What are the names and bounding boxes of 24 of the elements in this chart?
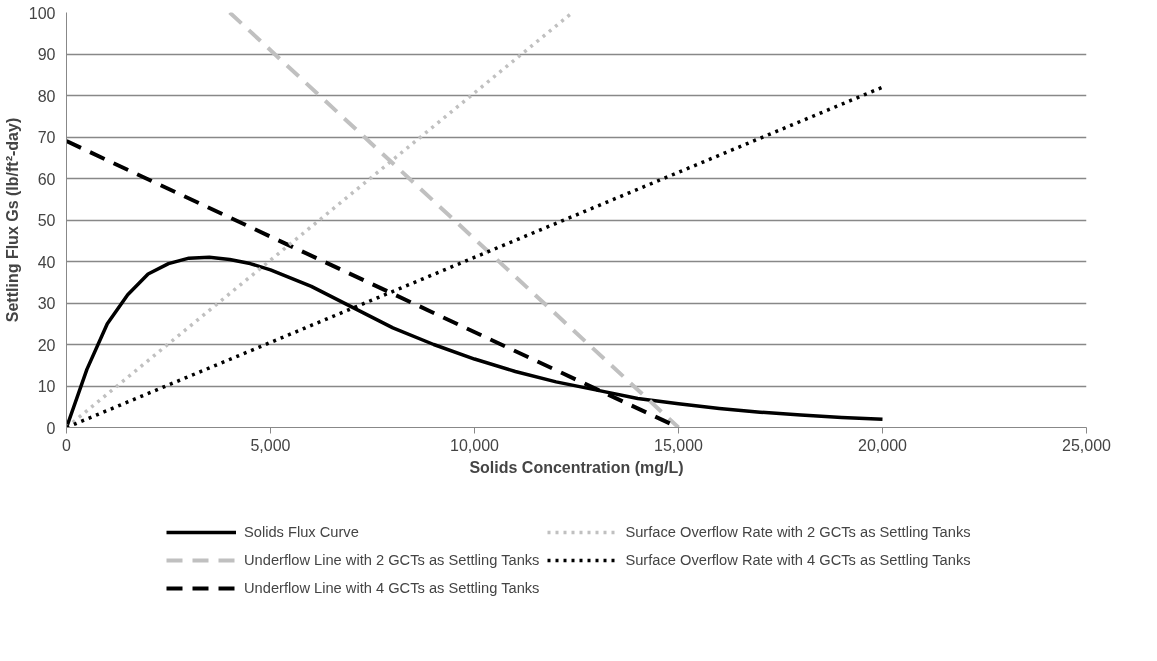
y-tick-label: 10: [37, 378, 56, 395]
y-tick-label: 90: [37, 46, 56, 63]
y-tick-label: 50: [37, 212, 56, 229]
x-tick-label: 0: [62, 436, 72, 454]
x-tick-label: 15,000: [654, 436, 704, 454]
y-tick-label: 30: [37, 295, 56, 312]
y-tick-label: 20: [37, 336, 56, 354]
legend-label: Surface Overflow Rate with 4 GCTs as Settling Tanks: [625, 551, 971, 570]
legend-label: Underflow Line with 2 GCTs as Settling Tanks: [244, 551, 540, 570]
y-tick-label: 40: [37, 253, 56, 271]
x-axis-title: Solids Concentration (mg/L): [469, 458, 684, 476]
y-tick-label: 100: [28, 4, 56, 22]
legend-label: Solids Flux Curve: [244, 523, 359, 542]
y-axis-title: Settling Flux Gs (lb/ft²-day): [3, 117, 21, 323]
x-tick-label: 10,000: [450, 436, 500, 454]
y-tick-label: 70: [37, 129, 56, 146]
y-tick-label: 80: [37, 87, 56, 105]
y-tick-label: 0: [46, 419, 56, 437]
legend-label: Surface Overflow Rate with 2 GCTs as Settling Tanks: [625, 523, 971, 542]
x-tick-label: 20,000: [858, 436, 908, 454]
x-tick-label: 25,000: [1062, 436, 1112, 454]
legend-label: Underflow Line with 4 GCTs as Settling Tanks: [244, 579, 540, 598]
y-tick-label: 60: [37, 170, 56, 188]
x-tick-label: 5,000: [250, 436, 291, 454]
